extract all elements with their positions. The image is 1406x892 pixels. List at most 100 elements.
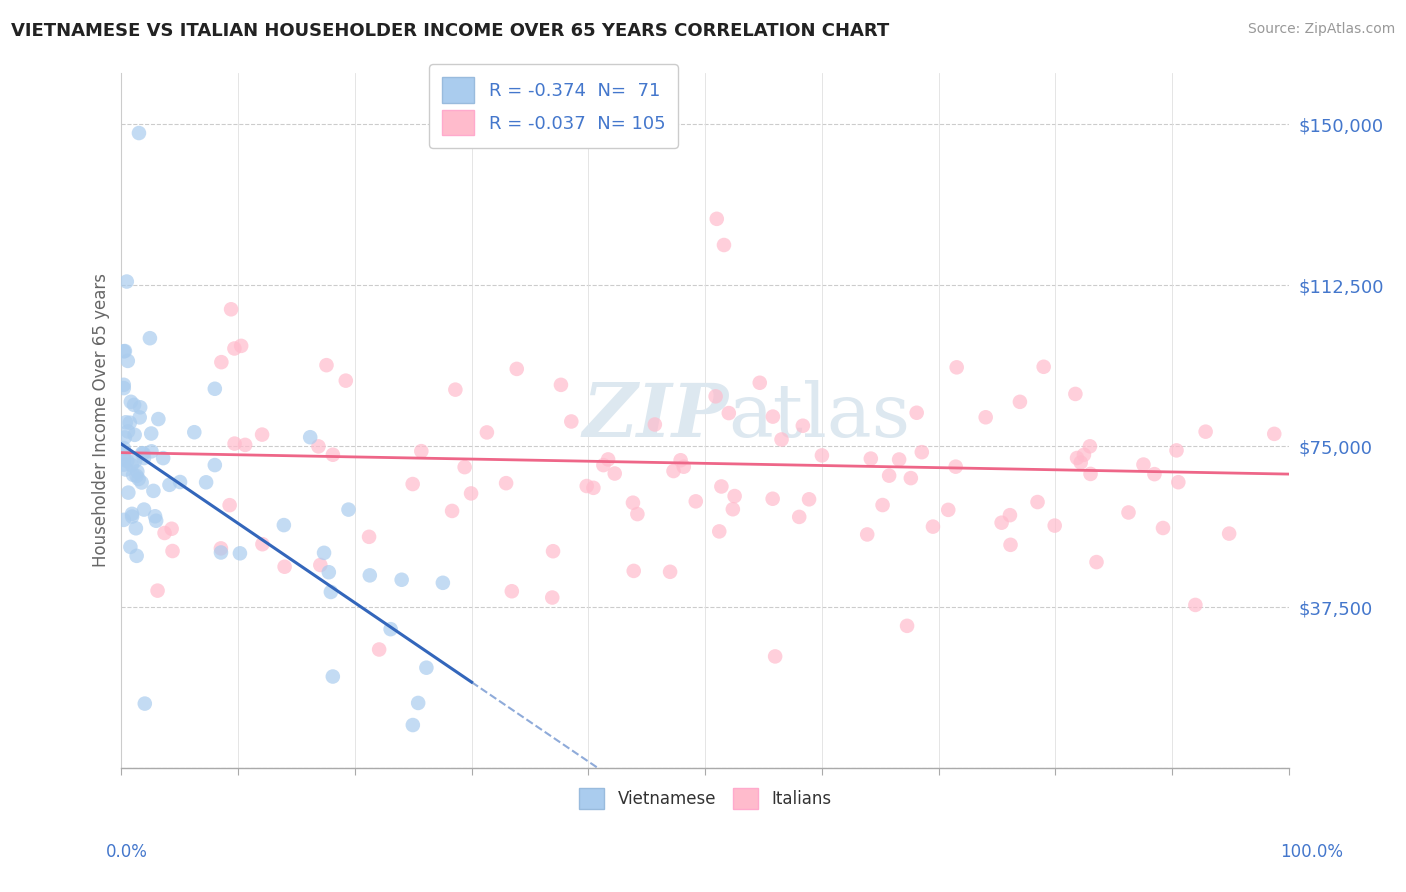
- Point: [112, 513, 135, 527]
- Point: [142, 483, 165, 498]
- Point: [441, 504, 464, 518]
- Point: [209, 545, 232, 559]
- Point: [318, 566, 340, 580]
- Point: [139, 331, 162, 345]
- Point: [129, 401, 152, 415]
- Point: [550, 377, 572, 392]
- Point: [322, 448, 344, 462]
- Point: [233, 438, 256, 452]
- Point: [121, 509, 143, 524]
- Point: [159, 478, 181, 492]
- Point: [357, 530, 380, 544]
- Point: [475, 425, 498, 440]
- Point: [127, 465, 149, 479]
- Point: [1064, 387, 1087, 401]
- Point: [118, 416, 141, 430]
- Point: [706, 211, 728, 226]
- Point: [1118, 506, 1140, 520]
- Point: [792, 418, 814, 433]
- Point: [1194, 425, 1216, 439]
- Point: [117, 485, 139, 500]
- Point: [662, 464, 685, 478]
- Point: [307, 439, 329, 453]
- Point: [132, 450, 155, 465]
- Point: [112, 447, 135, 461]
- Point: [183, 425, 205, 440]
- Point: [299, 430, 322, 444]
- Point: [900, 471, 922, 485]
- Point: [1167, 475, 1189, 490]
- Point: [117, 425, 139, 439]
- Point: [598, 452, 620, 467]
- Point: [763, 649, 786, 664]
- Point: [501, 584, 523, 599]
- Point: [117, 354, 139, 368]
- Point: [582, 481, 605, 495]
- Point: [623, 564, 645, 578]
- Point: [998, 508, 1021, 523]
- Point: [112, 381, 135, 395]
- Point: [209, 541, 232, 556]
- Point: [309, 558, 332, 572]
- Point: [575, 479, 598, 493]
- Point: [115, 454, 138, 468]
- Point: [1152, 521, 1174, 535]
- Point: [872, 498, 894, 512]
- Point: [911, 445, 934, 459]
- Point: [1073, 448, 1095, 462]
- Point: [685, 494, 707, 508]
- Point: [723, 489, 745, 503]
- Point: [319, 585, 342, 599]
- Point: [252, 537, 274, 551]
- Point: [224, 342, 246, 356]
- Point: [402, 718, 425, 732]
- Point: [644, 417, 666, 432]
- Point: [626, 507, 648, 521]
- Point: [1032, 359, 1054, 374]
- Point: [128, 126, 150, 140]
- Point: [322, 669, 344, 683]
- Point: [273, 518, 295, 533]
- Point: [112, 452, 135, 467]
- Point: [337, 502, 360, 516]
- Point: [1218, 526, 1240, 541]
- Point: [704, 389, 727, 403]
- Text: Source: ZipAtlas.com: Source: ZipAtlas.com: [1247, 22, 1395, 37]
- Point: [224, 436, 246, 450]
- Point: [114, 344, 136, 359]
- Text: ZIP: ZIP: [582, 380, 728, 452]
- Point: [120, 394, 142, 409]
- Text: 0.0%: 0.0%: [105, 843, 148, 861]
- Point: [124, 454, 146, 468]
- Point: [250, 427, 273, 442]
- Point: [359, 568, 381, 582]
- Point: [152, 451, 174, 466]
- Text: VIETNAMESE VS ITALIAN HOUSEHOLDER INCOME OVER 65 YEARS CORRELATION CHART: VIETNAMESE VS ITALIAN HOUSEHOLDER INCOME…: [11, 22, 890, 40]
- Point: [945, 459, 967, 474]
- Point: [877, 468, 900, 483]
- Point: [115, 415, 138, 429]
- Point: [120, 540, 142, 554]
- Text: atlas: atlas: [728, 380, 911, 452]
- Point: [146, 583, 169, 598]
- Point: [209, 355, 232, 369]
- Point: [659, 565, 682, 579]
- Point: [887, 452, 910, 467]
- Point: [124, 427, 146, 442]
- Point: [406, 696, 429, 710]
- Point: [391, 573, 413, 587]
- Point: [592, 458, 614, 472]
- Point: [131, 475, 153, 490]
- Point: [204, 458, 226, 472]
- Point: [1008, 394, 1031, 409]
- Point: [148, 412, 170, 426]
- Point: [444, 383, 467, 397]
- Point: [1080, 467, 1102, 481]
- Point: [603, 467, 626, 481]
- Point: [1000, 538, 1022, 552]
- Point: [143, 509, 166, 524]
- Point: [936, 503, 959, 517]
- Point: [229, 546, 252, 560]
- Point: [125, 521, 148, 535]
- Point: [856, 527, 879, 541]
